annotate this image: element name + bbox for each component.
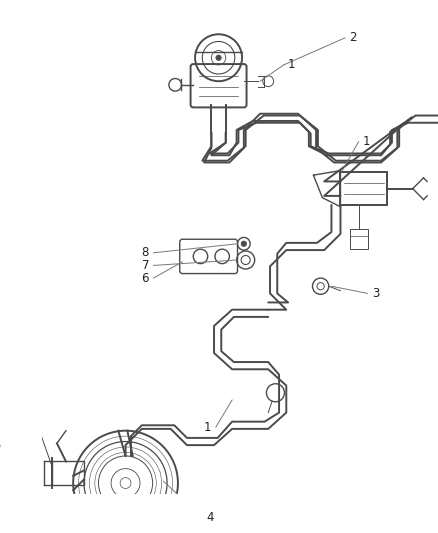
Text: 8: 8 — [141, 246, 149, 259]
Text: 7: 7 — [141, 259, 149, 272]
Text: 1: 1 — [363, 135, 371, 148]
Text: 1: 1 — [204, 421, 212, 433]
Circle shape — [216, 55, 221, 60]
Text: 6: 6 — [141, 272, 149, 285]
Circle shape — [241, 241, 247, 246]
Text: 4: 4 — [207, 511, 214, 524]
Text: 2: 2 — [350, 31, 357, 44]
Text: 3: 3 — [372, 287, 379, 300]
Text: 1: 1 — [288, 59, 296, 71]
